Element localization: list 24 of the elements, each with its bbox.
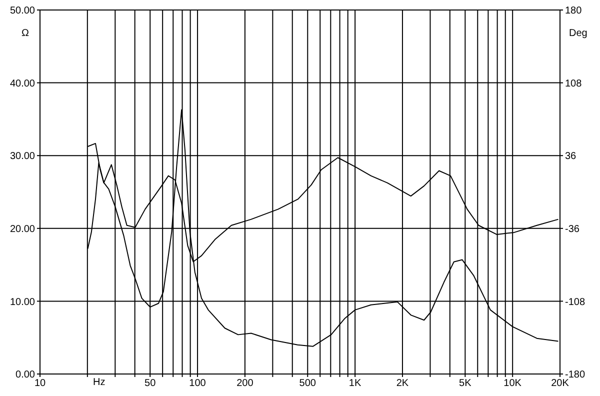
x-tick-label: 5K: [459, 378, 472, 390]
y-tick-label: 50.00: [10, 6, 36, 17]
y2-tick-label: 180: [565, 6, 582, 17]
x-tick-label: 500: [299, 378, 316, 390]
x-tick-label: 10K: [504, 378, 522, 390]
y2-tick-label: -36: [565, 224, 580, 235]
x-tick-label: 20K: [551, 378, 570, 390]
y2-tick-label: -108: [565, 296, 586, 308]
x-tick-label: 1K: [348, 378, 362, 390]
y-tick-label: 10.00: [10, 296, 36, 308]
y-axis-title: Ω: [22, 28, 30, 40]
y-tick-label: 30.00: [10, 151, 36, 162]
y-tick-label: 20.00: [10, 224, 36, 235]
x-tick-label: 200: [236, 378, 254, 390]
x-tick-label: 10: [34, 378, 46, 390]
y2-axis-title: Deg: [569, 28, 588, 40]
y2-tick-label: 108: [565, 78, 582, 90]
y-tick-label: 0.00: [16, 370, 36, 381]
y2-tick-label: 36: [565, 151, 577, 162]
y-tick-label: 40.00: [10, 78, 36, 90]
x-tick-label: 100: [189, 378, 206, 390]
x-axis-title: Hz: [93, 377, 106, 388]
x-tick-label: 2K: [396, 378, 409, 390]
x-tick-label: 50: [144, 378, 156, 390]
